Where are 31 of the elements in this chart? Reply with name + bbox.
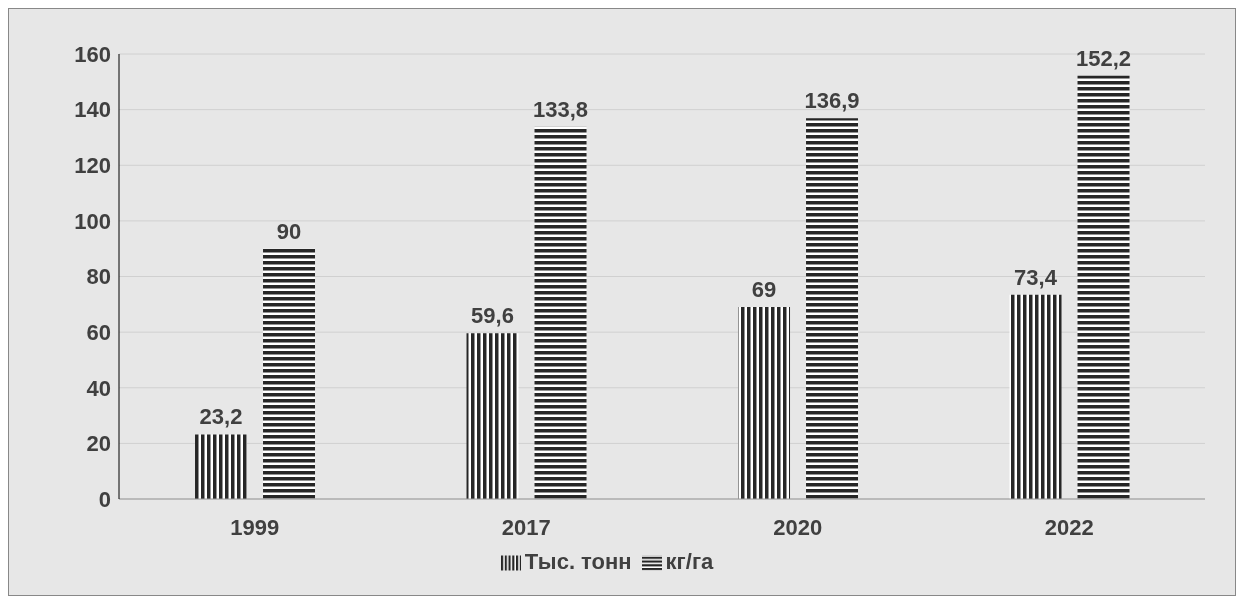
data-label: 136,9 bbox=[804, 88, 860, 114]
bar bbox=[1077, 75, 1130, 499]
data-label: 59,6 bbox=[471, 303, 514, 329]
data-label: 73,4 bbox=[1014, 264, 1058, 290]
x-tick-label: 2017 bbox=[501, 514, 551, 540]
data-label: 69 bbox=[751, 277, 777, 303]
data-label: 152,2 bbox=[1075, 45, 1132, 71]
legend-label: кг/га bbox=[665, 549, 714, 574]
x-tick-label: 1999 bbox=[230, 514, 280, 540]
y-tick-label: 140 bbox=[74, 97, 111, 123]
bar bbox=[738, 307, 791, 499]
bar bbox=[195, 434, 248, 499]
y-tick-label: 100 bbox=[74, 208, 111, 234]
y-tick-label: 20 bbox=[86, 431, 111, 457]
y-tick-label: 160 bbox=[74, 41, 111, 67]
bar bbox=[806, 118, 859, 499]
x-tick-label: 2020 bbox=[773, 514, 823, 540]
bar bbox=[534, 126, 587, 499]
data-label: 133,8 bbox=[532, 96, 589, 122]
y-tick-label: 0 bbox=[98, 486, 111, 512]
y-tick-label: 120 bbox=[74, 153, 111, 179]
x-tick-label: 2022 bbox=[1044, 514, 1094, 540]
bar bbox=[1009, 294, 1062, 499]
y-tick-label: 80 bbox=[86, 264, 111, 290]
data-label: 90 bbox=[276, 218, 302, 244]
bar bbox=[466, 333, 519, 499]
legend-label: Тыс. тонн bbox=[524, 549, 632, 574]
bar bbox=[263, 248, 316, 499]
data-label: 23,2 bbox=[199, 404, 243, 430]
y-tick-label: 40 bbox=[86, 375, 111, 401]
y-tick-label: 60 bbox=[86, 319, 111, 345]
